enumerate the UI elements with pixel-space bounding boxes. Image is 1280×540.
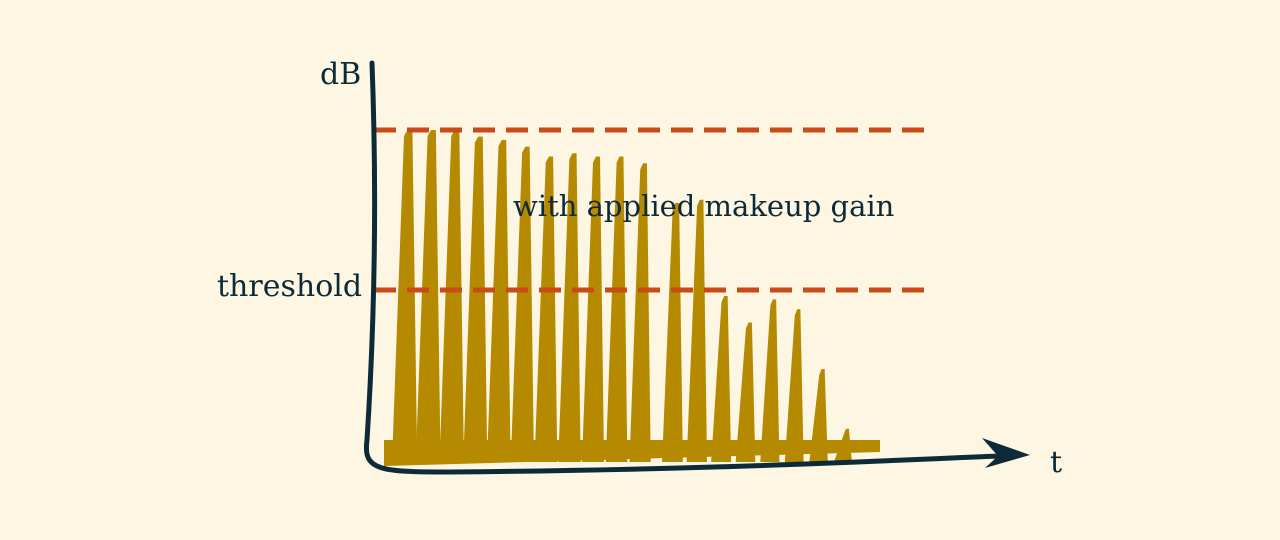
signal-peak — [629, 163, 651, 462]
signal-peak — [487, 139, 511, 462]
signal-peak — [784, 309, 804, 462]
y-axis-label: dB — [320, 57, 362, 92]
signal-peak — [686, 199, 707, 462]
signal-peak — [439, 130, 464, 462]
signal-peak — [605, 156, 628, 462]
x-axis-arrowhead — [982, 438, 1030, 468]
threshold-label: threshold — [217, 269, 363, 304]
axes — [363, 60, 1003, 475]
signal-peak — [582, 156, 604, 462]
signal-peak — [463, 136, 488, 462]
signal-peak — [833, 428, 852, 462]
signal-peak — [534, 156, 558, 462]
signal-peak — [809, 369, 828, 462]
signal-peak — [662, 203, 683, 463]
x-axis-label: t — [1050, 445, 1063, 480]
signal-waveform — [384, 130, 880, 466]
makeup-gain-annotation: with applied makeup gain — [513, 189, 895, 223]
signal-peak — [558, 153, 581, 463]
signal-peak — [415, 130, 441, 462]
signal-peak — [711, 296, 732, 462]
signal-peak — [735, 322, 756, 462]
signal-peak — [510, 146, 534, 462]
signal-peak — [392, 130, 418, 462]
signal-peak — [760, 299, 780, 462]
